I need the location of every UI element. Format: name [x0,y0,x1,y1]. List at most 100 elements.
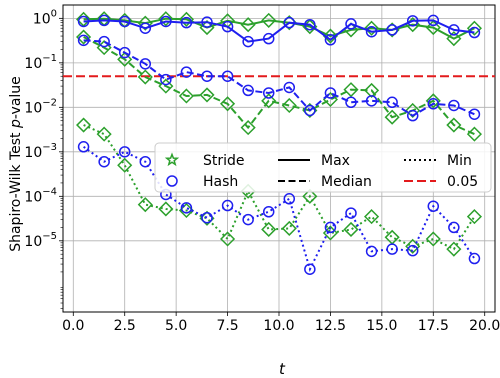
x-tick-label: 15.0 [366,318,397,334]
data-point-circle [221,70,234,82]
x-tick-label: 5.0 [165,318,187,334]
data-point-diamond [405,102,421,119]
x-tick-label: 10.0 [263,318,294,334]
legend-label: Stride [203,153,245,169]
data-point-circle [448,99,460,112]
data-point-circle [324,221,337,234]
data-point-circle [242,84,254,97]
data-point-circle [304,104,316,117]
data-point-circle [448,24,460,36]
data-point-diamond [199,87,215,103]
y-axis-ticks: 100 10−1 10−2 10−3 10−4 10−5 [24,8,63,250]
legend-star-marker [164,152,180,167]
data-point-circle [139,22,152,34]
data-point-circle [345,18,357,30]
y-axis-label-suffix: -value [8,76,24,119]
legend-label: Min [447,153,472,169]
data-point-diamond [466,20,482,36]
data-point-circle [77,141,90,153]
data-point-circle [221,199,234,212]
data-point-diamond [425,93,441,109]
data-point-circle [468,252,481,265]
legend-label: Median [321,174,372,190]
data-point-circle [98,155,110,168]
data-point-diamond [158,78,174,94]
data-point-circle [221,20,234,33]
data-point-circle [180,66,193,78]
y-axis-label-prefix: Shapiro-Wilk Test [8,128,24,252]
x-tick-label: 0.0 [62,318,84,334]
data-point-circle [201,70,213,82]
series-line [83,39,475,117]
data-point-circle [448,221,460,234]
data-point-circle [262,32,275,45]
data-point-diamond [220,96,236,112]
data-point-circle [77,34,90,47]
data-point-circle [201,211,213,224]
data-point-diamond [343,221,359,238]
data-point-circle [262,87,275,99]
data-point-circle [406,244,419,257]
data-point-circle [139,58,152,70]
legend-box [154,142,492,193]
data-point-circle [386,24,398,36]
data-point-diamond [137,197,153,213]
data-point-circle [160,15,172,28]
data-point-diamond [466,126,482,142]
data-point-diamond [446,31,462,47]
data-point-diamond [466,209,482,225]
data-point-circle [427,98,440,110]
y-axis-label: Shapiro-Wilk Test p-value [8,76,24,252]
legend-label: 0.05 [447,174,478,190]
data-point-diamond [261,12,277,28]
legend-entry: Min [404,153,472,169]
series-line [83,145,476,272]
data-point-circle [345,96,357,109]
data-point-diamond [446,241,462,257]
data-point-circle [427,14,440,27]
data-point-circle [365,245,378,258]
x-tick-label: 7.5 [216,318,238,334]
y-tick-label: 10−1 [24,53,57,72]
data-point-diamond [281,220,297,236]
data-point-circle [365,25,378,38]
data-point-diamond [343,82,359,98]
data-point-circle [283,81,296,94]
series-hash-min [77,141,481,275]
legend-label: Max [321,153,350,169]
data-point-circle [304,18,316,31]
data-point-circle [77,15,90,28]
data-point-circle [242,35,254,48]
data-point-diamond [178,88,194,104]
legend-entry: Max [278,153,350,169]
y-tick-label: 10−3 [24,142,57,161]
series-line [83,19,475,43]
series-layer [76,11,482,275]
data-point-circle [386,96,398,109]
series-line [83,124,476,251]
data-point-circle [324,34,337,46]
data-point-diamond [261,93,277,109]
data-point-diamond [281,97,297,114]
data-point-diamond [364,20,380,36]
data-point-circle [427,200,440,212]
data-point-diamond [240,17,256,33]
y-tick-label: 100 [33,8,57,27]
series-line [83,36,475,136]
data-point-diamond [96,126,112,142]
series-hash-max [77,14,481,48]
series-hash-median [77,34,481,122]
data-point-circle [201,16,213,28]
data-point-diamond [117,157,133,173]
x-tick-label: 17.5 [418,318,449,334]
data-point-circle [160,73,172,86]
data-point-circle [98,14,110,27]
data-point-diamond [178,11,194,27]
data-point-diamond [96,40,112,56]
data-point-diamond [76,29,92,45]
data-point-circle [324,87,337,99]
data-point-diamond [220,231,236,247]
data-point-diamond [364,209,380,225]
data-point-circle [468,26,481,39]
